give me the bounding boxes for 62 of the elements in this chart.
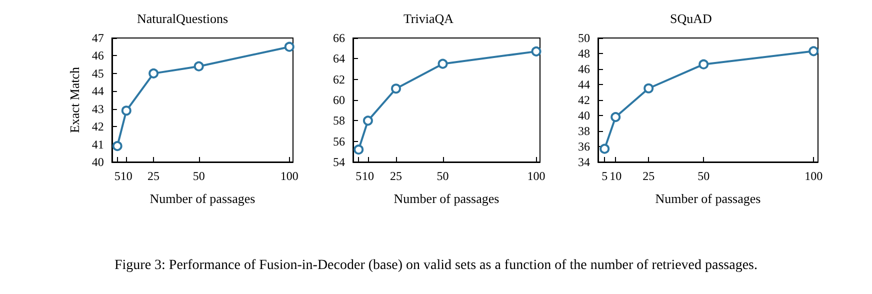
y-tick-label: 42	[92, 120, 104, 134]
x-axis-title: Number of passages	[394, 191, 500, 206]
point	[438, 58, 448, 69]
point	[148, 68, 159, 78]
point	[531, 46, 542, 56]
y-tick-label: 58	[333, 114, 345, 128]
y-tick-label: 43	[92, 102, 104, 116]
point	[391, 84, 402, 94]
x-tick-label: 25	[390, 169, 402, 183]
y-tick-label: 45	[92, 66, 104, 80]
x-tick-label: 100	[804, 169, 823, 183]
y-tick-label: 40	[578, 108, 590, 122]
x-tick-label: 10	[362, 169, 374, 183]
y-tick-label: 54	[333, 155, 345, 169]
y-tick-label: 50	[578, 31, 590, 45]
point	[698, 59, 709, 70]
x-tick-label: 10	[610, 169, 622, 183]
y-tick-label: 42	[578, 93, 590, 107]
y-tick-label: 64	[333, 52, 345, 66]
point	[610, 112, 621, 122]
x-axis-title: Number of passages	[655, 191, 761, 206]
point	[121, 106, 132, 116]
y-tick-label: 56	[333, 134, 345, 148]
point	[362, 116, 373, 126]
x-tick-label: 5	[602, 169, 608, 183]
x-tick-label: 25	[642, 169, 655, 183]
point	[284, 42, 294, 52]
x-tick-label: 100	[527, 169, 546, 183]
x-tick-label: 5	[114, 169, 120, 183]
x-tick-label: 10	[120, 169, 132, 183]
x-tick-label: 50	[192, 169, 205, 183]
x-tick-label: 50	[436, 169, 449, 183]
chart-title: NaturalQuestions	[137, 11, 228, 26]
point	[808, 46, 819, 56]
y-tick-label: 41	[92, 137, 104, 152]
chart-title: TriviaQA	[403, 11, 454, 26]
point	[354, 144, 364, 155]
y-tick-label: 40	[92, 155, 104, 169]
x-tick-label: 50	[698, 169, 710, 183]
x-axis-title: Number of passages	[150, 191, 256, 206]
x-tick-label: 25	[148, 169, 160, 183]
y-tick-label: 44	[578, 78, 590, 92]
point	[112, 141, 122, 152]
point	[194, 61, 204, 72]
caption: Figure 3: Performance of Fusion-in-Decoder (base) on valid sets as a function of the number of retrieved passages.	[113, 258, 759, 274]
y-tick-label: 46	[578, 62, 590, 76]
y-tick-label: 60	[333, 93, 345, 107]
y-tick-label: 47	[92, 31, 104, 45]
x-tick-label: 5	[356, 169, 362, 183]
y-tick-label: 62	[333, 72, 345, 86]
y-tick-label: 44	[92, 84, 104, 98]
chart-title: SQuAD	[670, 11, 712, 26]
y-tick-label: 48	[578, 46, 590, 60]
y-tick-label: 36	[578, 140, 590, 154]
y-tick-label: 46	[92, 48, 104, 63]
y-tick-label: 66	[333, 31, 345, 45]
y-axis-title: Exact Match	[67, 66, 82, 134]
x-tick-label: 100	[280, 169, 298, 183]
point	[600, 144, 610, 154]
point	[644, 83, 654, 94]
y-tick-label: 34	[578, 155, 590, 169]
y-tick-label: 38	[578, 124, 590, 138]
